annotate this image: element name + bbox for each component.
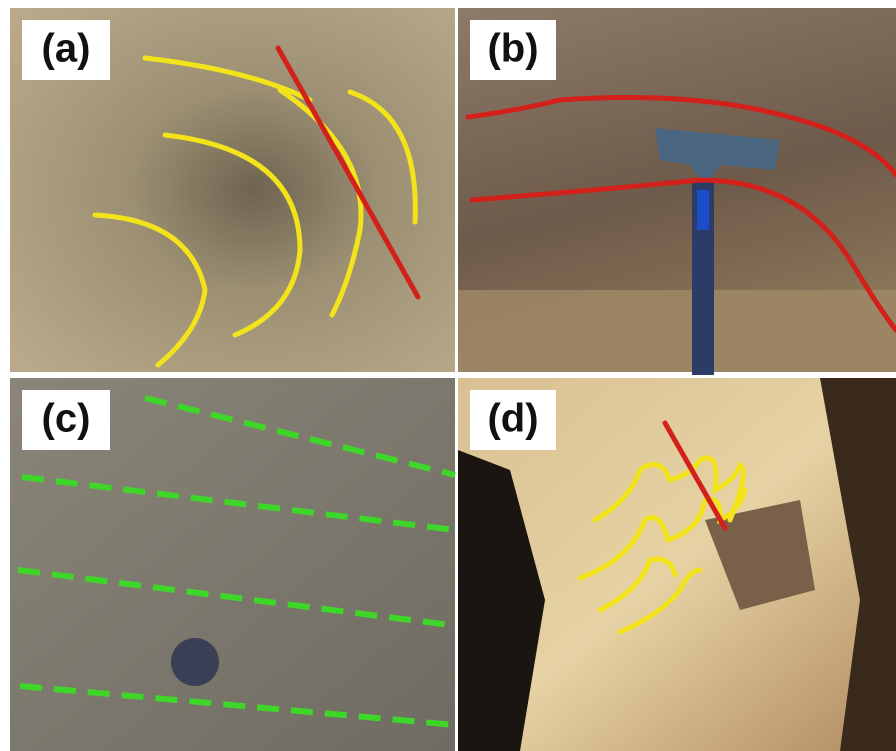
fold-trace (597, 556, 678, 613)
shadow (820, 378, 896, 751)
axial-trace (662, 420, 728, 531)
fold-trace (142, 55, 313, 103)
panel-d: (d) (458, 378, 896, 751)
bed-trace (469, 177, 896, 333)
panel-label: (c) (42, 397, 91, 441)
panel-label: (a) (42, 27, 91, 71)
foliation-trace (21, 474, 456, 533)
hammer-head (655, 128, 780, 180)
foliation-trace (144, 395, 456, 478)
label-box (470, 20, 556, 80)
fold-trace (617, 567, 703, 635)
panel-label: (b) (487, 27, 538, 71)
foliation-trace (17, 567, 451, 628)
axial-trace (275, 45, 421, 300)
bed-trace (465, 95, 896, 178)
fold-trace (592, 455, 746, 523)
hammer-grip (697, 190, 709, 230)
grass (458, 290, 896, 372)
panel-b: (b) (458, 8, 896, 375)
panel-a: (a) (10, 8, 455, 372)
fold-trace (162, 132, 303, 338)
fold-trace (347, 89, 418, 225)
fold-trace (92, 212, 208, 368)
label-box (22, 20, 110, 80)
shadow (458, 450, 545, 751)
coin (171, 638, 219, 686)
label-box (22, 390, 110, 450)
panel-c: (c) (10, 378, 456, 751)
panel-label: (d) (487, 397, 538, 441)
rock-block (705, 500, 815, 610)
label-box (470, 390, 556, 450)
foliation-trace (19, 683, 456, 728)
